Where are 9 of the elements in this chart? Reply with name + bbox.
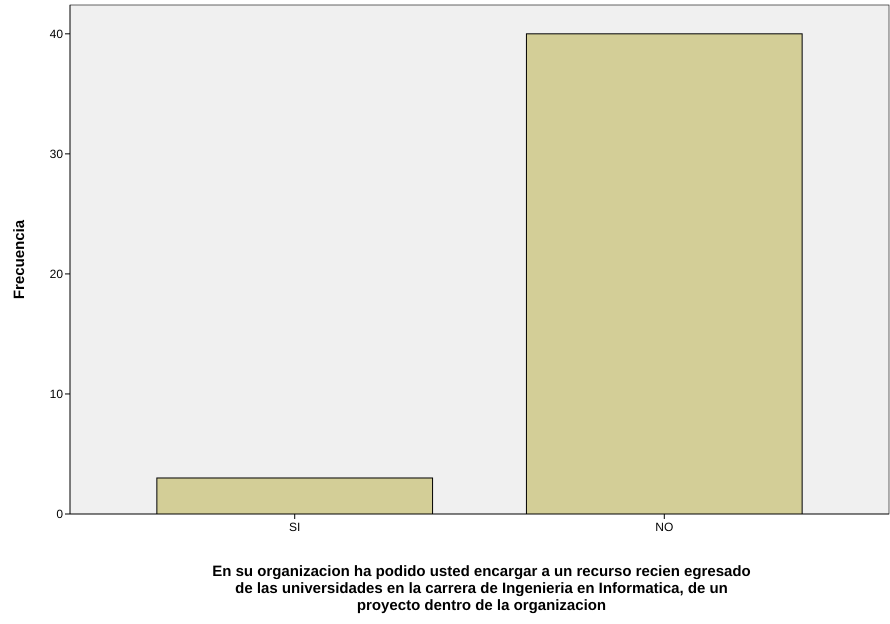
x-axis-title: En su organizacion ha podido usted encargar a un recurso recien egresado de las universidades en la carrera de Ingenieria en Informatica, de un proyecto dentro de la organizacion — [212, 563, 751, 614]
y-tick-label: 40 — [50, 27, 64, 42]
y-axis-title: Frecuencia — [11, 219, 28, 300]
x-tick-label: SI — [289, 520, 300, 534]
y-tick-label: 0 — [56, 507, 64, 522]
x-tick-label: NO — [655, 520, 674, 534]
y-tick-label: 10 — [50, 387, 64, 402]
y-tick-label: 20 — [50, 267, 64, 282]
y-tick-label: 30 — [50, 147, 64, 162]
